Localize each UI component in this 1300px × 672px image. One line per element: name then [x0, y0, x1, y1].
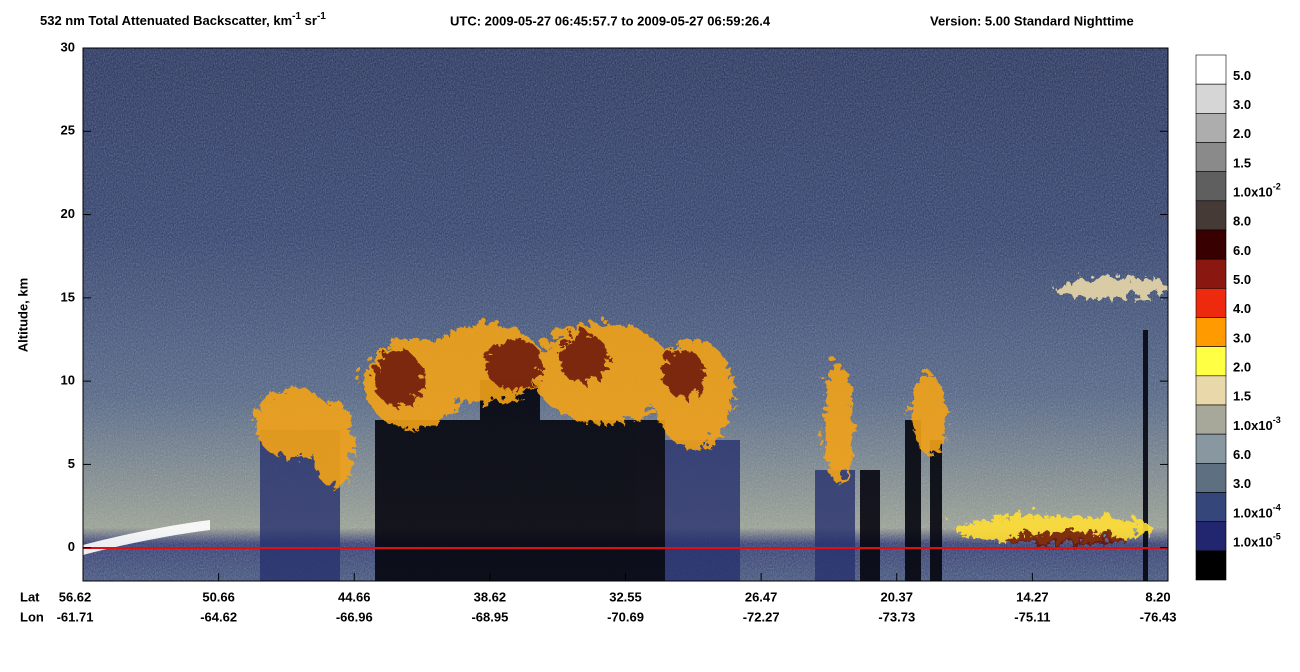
- colorbar-label: 3.0: [1233, 331, 1251, 346]
- colorbar-swatch: [1195, 258, 1227, 289]
- title-text: sr: [301, 13, 317, 28]
- colorbar-label-text: 5.0: [1233, 68, 1251, 83]
- colorbar-label-text: 1.0x10: [1233, 535, 1273, 550]
- lat-label: Lat: [20, 589, 40, 604]
- colorbar-swatch: [1195, 54, 1227, 85]
- colorbar-label: 4.0: [1233, 302, 1251, 317]
- colorbar-label-text: 8.0: [1233, 214, 1251, 229]
- colorbar-swatch: [1195, 346, 1227, 377]
- chart-title: 532 nm Total Attenuated Backscatter, km-…: [40, 11, 326, 29]
- lon-tick-label: -70.69: [607, 609, 644, 624]
- colorbar-label: 3.0: [1233, 97, 1251, 112]
- colorbar-label-sup: -2: [1273, 182, 1281, 192]
- colorbar-swatch: [1195, 83, 1227, 114]
- y-tick-label: 15: [61, 289, 75, 304]
- y-tick-label: 30: [61, 39, 75, 54]
- colorbar-swatch: [1195, 317, 1227, 347]
- colorbar-swatch: [1195, 200, 1227, 231]
- colorbar-label: 1.0x10-4: [1233, 503, 1281, 521]
- lon-tick-label: -68.95: [471, 609, 508, 624]
- lon-tick-label: -75.11: [1014, 609, 1050, 624]
- colorbar-label-text: 5.0: [1233, 272, 1251, 287]
- lon-label: Lon: [20, 609, 44, 624]
- lon-tick-label: -72.27: [743, 609, 780, 624]
- colorbar-swatch: [1195, 550, 1227, 581]
- colorbar-swatch: [1195, 142, 1227, 172]
- colorbar-label-text: 2.0: [1233, 360, 1251, 375]
- lon-tick-label: -66.96: [336, 609, 373, 624]
- lat-tick-label: 26.47: [745, 589, 778, 604]
- y-tick-label: 5: [68, 456, 75, 471]
- colorbar-label: 5.0: [1233, 272, 1251, 287]
- y-axis-label: Altitude, km: [15, 278, 30, 352]
- lon-tick-label: -73.73: [878, 609, 915, 624]
- colorbar-label: 8.0: [1233, 214, 1251, 229]
- colorbar-swatch: [1195, 492, 1227, 522]
- colorbar-label: 1.0x10-5: [1233, 532, 1281, 550]
- colorbar-label: 5.0: [1233, 68, 1251, 83]
- lon-tick-label: -61.71: [57, 609, 94, 624]
- colorbar-label: 1.0x10-3: [1233, 415, 1281, 433]
- colorbar-label-text: 3.0: [1233, 331, 1251, 346]
- title-text: 532 nm Total Attenuated Backscatter, km: [40, 13, 292, 28]
- title-sup: -1: [317, 11, 326, 22]
- lat-tick-label: 14.27: [1016, 589, 1049, 604]
- colorbar-swatch: [1195, 171, 1227, 202]
- colorbar-label-sup: -3: [1273, 415, 1281, 425]
- lon-tick-label: -64.62: [200, 609, 237, 624]
- colorbar-label-text: 6.0: [1233, 243, 1251, 258]
- version: Version: 5.00 Standard Nighttime: [930, 13, 1134, 28]
- colorbar-label: 2.0: [1233, 127, 1251, 142]
- colorbar-label-text: 3.0: [1233, 97, 1251, 112]
- colorbar-label: 6.0: [1233, 243, 1251, 258]
- lat-tick-label: 32.55: [609, 589, 642, 604]
- colorbar-label-sup: -5: [1273, 532, 1281, 542]
- colorbar-label: 2.0: [1233, 360, 1251, 375]
- colorbar-label-text: 1.5: [1233, 389, 1251, 404]
- colorbar-label-text: 4.0: [1233, 302, 1251, 317]
- y-tick-label: 20: [61, 206, 75, 221]
- lat-tick-label: 50.66: [202, 589, 235, 604]
- colorbar-swatch: [1195, 288, 1227, 318]
- lat-tick-label: 8.20: [1145, 589, 1170, 604]
- colorbar-label-text: 1.5: [1233, 156, 1251, 171]
- lat-tick-label: 44.66: [338, 589, 371, 604]
- lat-tick-label: 38.62: [474, 589, 507, 604]
- utc: UTC: 2009-05-27 06:45:57.7 to 2009-05-27…: [450, 13, 771, 28]
- colorbar-swatch: [1195, 375, 1227, 406]
- lon-tick-label: -76.43: [1140, 609, 1177, 624]
- y-tick-label: 0: [68, 539, 75, 554]
- colorbar-label: 1.5: [1233, 156, 1251, 171]
- colorbar-label-sup: -4: [1273, 503, 1281, 513]
- colorbar-swatch: [1195, 113, 1227, 143]
- colorbar-label: 1.5: [1233, 389, 1251, 404]
- colorbar-label-text: 6.0: [1233, 447, 1251, 462]
- colorbar-swatch: [1195, 229, 1227, 260]
- lat-tick-label: 56.62: [59, 589, 92, 604]
- y-tick-label: 25: [61, 123, 75, 138]
- colorbar-label-text: 1.0x10: [1233, 185, 1273, 200]
- colorbar-label-text: 2.0: [1233, 127, 1251, 142]
- colorbar-label-text: 3.0: [1233, 477, 1251, 492]
- colorbar-swatch: [1195, 404, 1227, 435]
- colorbar-label: 3.0: [1233, 477, 1251, 492]
- colorbar-label: 6.0: [1233, 447, 1251, 462]
- colorbar-label-text: 1.0x10: [1233, 506, 1273, 521]
- title-sup: -1: [292, 11, 301, 22]
- colorbar-label-text: 1.0x10: [1233, 418, 1273, 433]
- colorbar-swatch: [1195, 433, 1227, 464]
- colorbar-swatch: [1195, 521, 1227, 552]
- colorbar-swatch: [1195, 463, 1227, 493]
- lat-tick-label: 20.37: [880, 589, 913, 604]
- backscatter-image: [83, 48, 1168, 581]
- colorbar-label: 1.0x10-2: [1233, 182, 1281, 200]
- y-tick-label: 10: [61, 373, 75, 388]
